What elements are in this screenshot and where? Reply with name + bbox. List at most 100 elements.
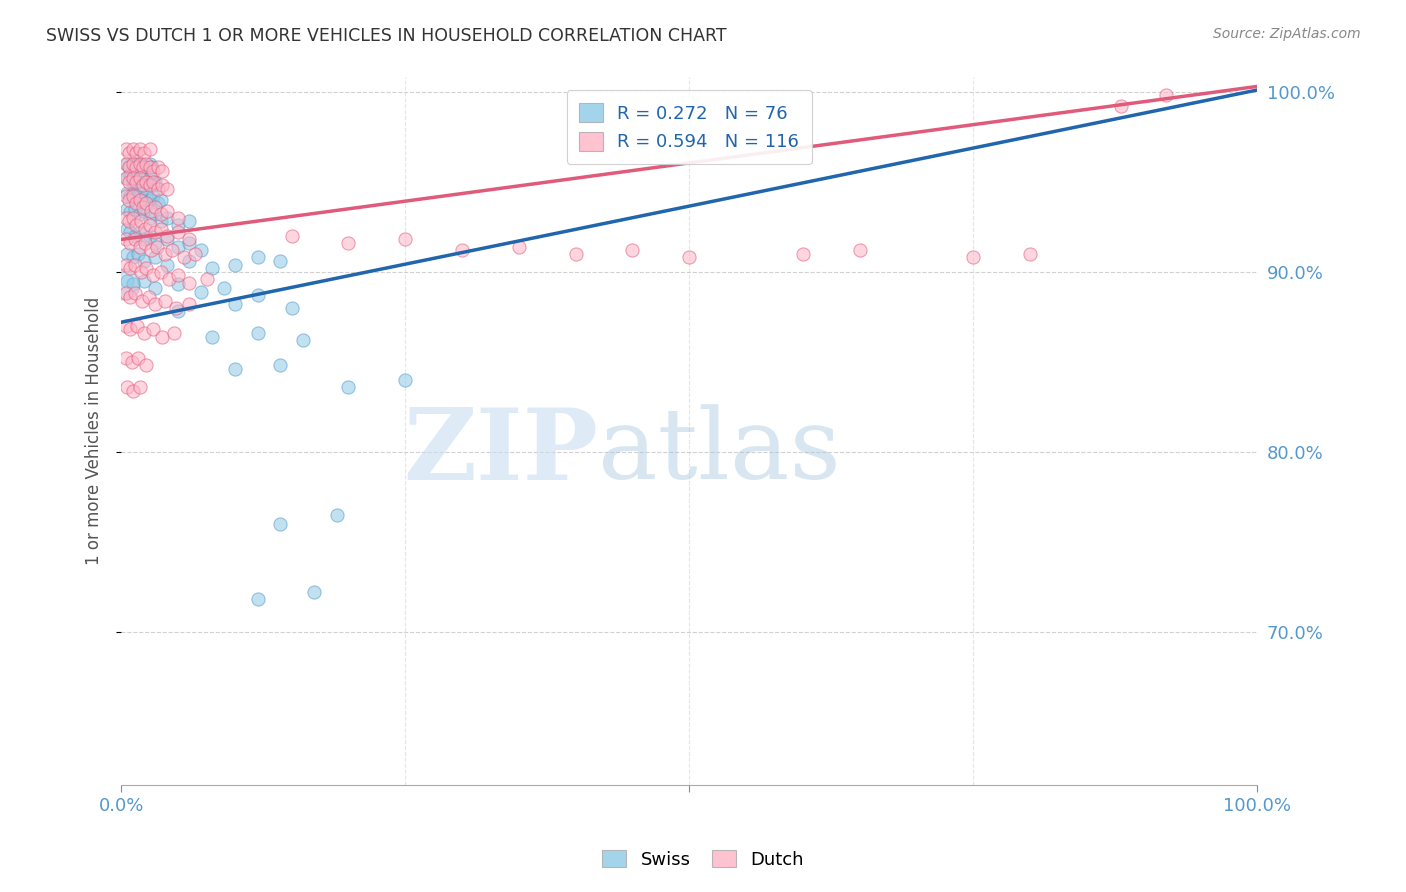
Point xyxy=(120,205,142,219)
Point xyxy=(128,380,150,394)
Point xyxy=(127,157,149,171)
Point xyxy=(139,218,162,232)
Point xyxy=(132,193,155,207)
Point xyxy=(118,214,141,228)
Point xyxy=(139,244,162,258)
Point xyxy=(153,247,176,261)
Point xyxy=(132,326,155,340)
Point xyxy=(145,297,167,311)
Point xyxy=(179,254,201,268)
Point xyxy=(146,182,169,196)
Point xyxy=(156,211,179,225)
Point xyxy=(150,265,173,279)
Point xyxy=(678,251,700,265)
Point xyxy=(269,359,291,373)
Point xyxy=(179,214,201,228)
Point xyxy=(132,274,155,288)
Point xyxy=(135,261,157,276)
Point xyxy=(121,189,143,203)
Point xyxy=(127,318,149,333)
Point xyxy=(179,232,201,246)
Point xyxy=(326,508,349,522)
Point xyxy=(142,322,165,336)
Point xyxy=(139,143,162,157)
Point xyxy=(115,202,138,216)
Point xyxy=(146,196,169,211)
Point xyxy=(132,171,155,186)
Point xyxy=(145,175,167,189)
Point xyxy=(128,193,150,207)
Point xyxy=(120,225,142,239)
Point xyxy=(132,200,155,214)
Point xyxy=(173,251,195,265)
Point xyxy=(135,161,157,175)
Point xyxy=(167,277,190,292)
Point xyxy=(121,186,143,200)
Y-axis label: 1 or more Vehicles in Household: 1 or more Vehicles in Household xyxy=(86,297,103,566)
Point xyxy=(124,258,146,272)
Point xyxy=(280,301,302,315)
Point xyxy=(121,251,143,265)
Point xyxy=(125,196,148,211)
Point xyxy=(115,143,138,157)
Point xyxy=(145,235,167,250)
Point xyxy=(139,178,162,193)
Point xyxy=(246,592,269,607)
Point xyxy=(508,239,530,253)
Point xyxy=(150,221,173,235)
Point xyxy=(128,171,150,186)
Point xyxy=(132,254,155,268)
Point xyxy=(145,281,167,295)
Point xyxy=(121,164,143,178)
Point xyxy=(134,221,156,235)
Point xyxy=(115,380,138,394)
Point xyxy=(131,293,153,308)
Point xyxy=(120,235,142,250)
Point xyxy=(127,175,149,189)
Point xyxy=(115,211,138,225)
Point xyxy=(142,268,165,283)
Point xyxy=(179,297,201,311)
Point xyxy=(124,286,146,301)
Point xyxy=(162,244,184,258)
Point xyxy=(115,157,138,171)
Point xyxy=(124,202,146,216)
Point xyxy=(145,200,167,214)
Point xyxy=(128,186,150,200)
Point xyxy=(304,585,326,599)
Point xyxy=(1154,88,1177,103)
Point xyxy=(121,175,143,189)
Point xyxy=(120,261,142,276)
Point xyxy=(125,175,148,189)
Point xyxy=(451,244,474,258)
Point xyxy=(139,228,162,243)
Point xyxy=(146,161,169,175)
Point xyxy=(115,274,138,288)
Point xyxy=(128,143,150,157)
Point xyxy=(145,207,167,221)
Point xyxy=(564,247,586,261)
Point xyxy=(224,362,246,376)
Point xyxy=(224,297,246,311)
Point xyxy=(121,143,143,157)
Point xyxy=(792,247,814,261)
Point xyxy=(150,193,173,207)
Point xyxy=(962,251,984,265)
Point xyxy=(132,232,155,246)
Point xyxy=(115,157,138,171)
Point xyxy=(269,254,291,268)
Point xyxy=(167,211,190,225)
Point xyxy=(179,235,201,250)
Point xyxy=(141,161,163,175)
Point xyxy=(156,232,179,246)
Point xyxy=(139,161,162,175)
Point xyxy=(167,304,190,318)
Point xyxy=(135,189,157,203)
Point xyxy=(394,373,416,387)
Point xyxy=(120,290,142,304)
Point xyxy=(190,285,212,299)
Point xyxy=(201,261,224,276)
Point xyxy=(179,276,201,290)
Text: ZIP: ZIP xyxy=(404,404,599,500)
Point xyxy=(125,146,148,161)
